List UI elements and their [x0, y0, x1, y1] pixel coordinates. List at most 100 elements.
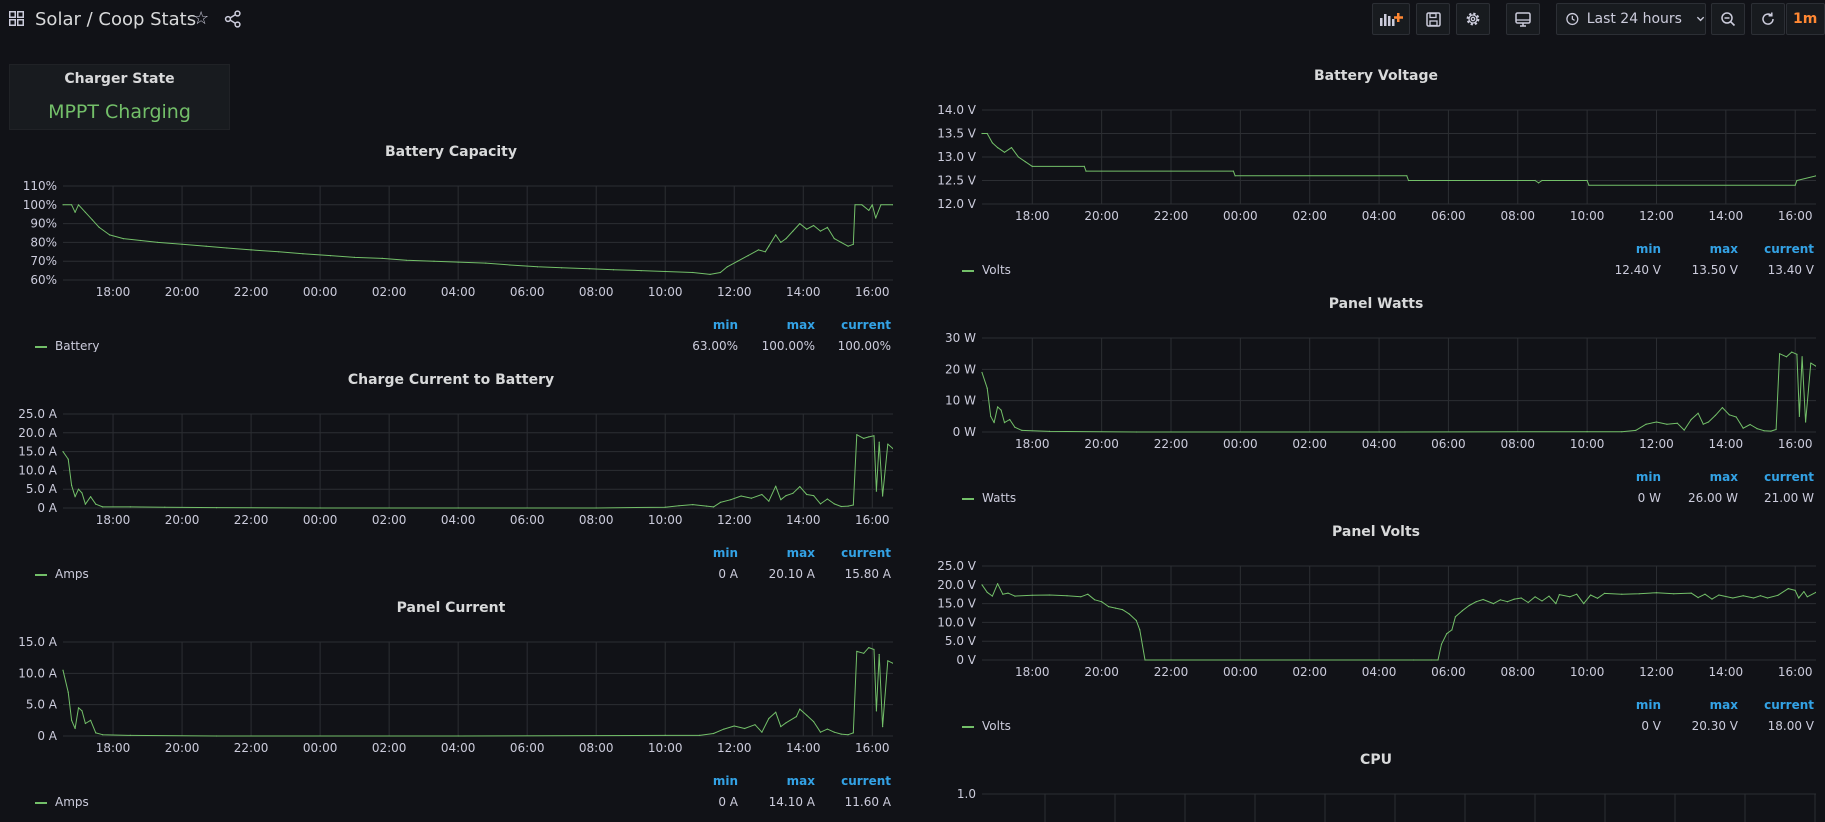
data-point	[692, 504, 694, 506]
refresh-button[interactable]	[1751, 3, 1785, 35]
data-point	[1087, 593, 1089, 595]
x-tick-label: 10:00	[1570, 665, 1605, 679]
series-line-watts	[981, 351, 1816, 433]
save-dashboard-button[interactable]	[1416, 3, 1450, 35]
panel-title[interactable]: Charge Current to Battery	[347, 372, 555, 388]
add-panel-button[interactable]	[1372, 3, 1410, 35]
legend-header-current[interactable]: current	[1764, 242, 1814, 256]
data-point	[678, 505, 680, 507]
legend-header-min[interactable]: min	[1635, 698, 1661, 712]
y-tick-label: 10.0 V	[937, 615, 977, 629]
legend-header-min[interactable]: min	[712, 774, 738, 788]
legend-header-max[interactable]: max	[1709, 470, 1738, 484]
x-tick-label: 02:00	[372, 741, 407, 755]
data-point	[485, 262, 487, 264]
data-point	[595, 507, 597, 509]
x-tick-label: 10:00	[648, 513, 683, 527]
panel-title[interactable]: Panel Current	[396, 600, 506, 616]
data-point	[785, 238, 787, 240]
legend-header-current[interactable]: current	[841, 546, 891, 560]
data-point	[181, 243, 183, 245]
data-point	[1690, 418, 1692, 421]
legend-item[interactable]: Battery	[35, 339, 99, 352]
data-point	[1766, 597, 1769, 599]
star-icon[interactable]: ☆	[193, 8, 210, 29]
legend-value-min: 0 A	[718, 795, 738, 808]
panel-title[interactable]: CPU	[1360, 752, 1392, 768]
legend-header-max[interactable]: max	[786, 774, 815, 788]
legend-header-max[interactable]: max	[1709, 698, 1738, 712]
data-point	[1506, 601, 1508, 603]
tv-mode-button[interactable]	[1506, 3, 1540, 35]
legend-item[interactable]: Volts	[962, 719, 1011, 732]
legend-header-max[interactable]: max	[786, 546, 815, 560]
panel-volts-panel[interactable]: Panel Volts 25.0 V 20.0 V 15.0 V 10.0 V 5.0 V…	[936, 524, 1816, 732]
dashboard-settings-button[interactable]	[1456, 3, 1490, 35]
panel-current-panel[interactable]: Panel Current 15.0 A 10.0 A 5.0 A 0 A 18:00 20…	[9, 600, 893, 808]
graph-canvas[interactable]: 15.0 A 10.0 A 5.0 A 0 A 18:00 20:00 22:00 00:00…	[9, 600, 893, 762]
legend-header-max[interactable]: max	[1709, 242, 1738, 256]
graph-canvas[interactable]: 110% 100% 90% 80% 70% 60% 18:00 20:00 22:00 00:00…	[9, 144, 893, 306]
data-point	[1021, 429, 1023, 431]
data-point	[1586, 431, 1588, 433]
data-point	[795, 716, 798, 718]
legend-item[interactable]: Watts	[962, 491, 1016, 504]
apps-grid-icon[interactable]	[9, 11, 24, 26]
legend-header-max[interactable]: max	[786, 318, 815, 332]
data-point	[1468, 604, 1470, 607]
charge-current-panel[interactable]: Charge Current to Battery 25.0 A 20.0 A 15.…	[9, 372, 893, 580]
legend-header-min[interactable]: min	[712, 318, 738, 332]
legend-value-max: 100.00%	[761, 339, 815, 352]
panel-title[interactable]: Battery Voltage	[1313, 68, 1439, 84]
chevron-down-icon	[1696, 16, 1705, 22]
legend-item[interactable]: Amps	[35, 567, 89, 580]
legend-header-current[interactable]: current	[841, 774, 891, 788]
graph-canvas[interactable]: 25.0 V 20.0 V 15.0 V 10.0 V 5.0 V 0 V 18:00 20:…	[936, 524, 1816, 686]
graph-canvas[interactable]: 30 W 20 W 10 W 0 W 18:00 20:00 22:00 00:00 02:00…	[936, 296, 1816, 458]
graph-canvas[interactable]: 25.0 A 20.0 A 15.0 A 10.0 A 5.0 A 0 A 18:00 20:…	[9, 372, 893, 534]
panel-watts-panel[interactable]: Panel Watts 30 W 20 W 10 W 0 W 18:00 20:00 22:0…	[936, 296, 1816, 504]
graph-canvas[interactable]: 1.0	[936, 752, 1816, 822]
data-point	[1735, 416, 1737, 418]
x-tick-label: 10:00	[1570, 437, 1605, 451]
data-point	[1775, 428, 1777, 431]
panel-title[interactable]: Panel Watts	[1328, 296, 1424, 312]
data-point	[1707, 421, 1710, 423]
legend-swatch	[962, 269, 974, 272]
panel-title[interactable]: Battery Capacity	[384, 144, 517, 160]
data-point	[819, 503, 822, 505]
data-point	[712, 506, 715, 508]
time-range-picker[interactable]: Last 24 hours	[1556, 3, 1706, 35]
data-point	[1749, 423, 1751, 426]
data-point	[1803, 591, 1805, 593]
legend-header-current[interactable]: current	[1764, 470, 1814, 484]
data-point	[878, 441, 880, 443]
data-point	[780, 499, 782, 501]
data-point	[986, 591, 988, 593]
legend-item[interactable]: Amps	[35, 795, 89, 808]
zoom-out-button[interactable]	[1711, 3, 1745, 35]
legend-header-min[interactable]: min	[1635, 470, 1661, 484]
legend-header-min[interactable]: min	[1635, 242, 1661, 256]
refresh-interval-picker[interactable]: 1m	[1786, 3, 1825, 35]
data-point	[1588, 184, 1590, 186]
data-point	[90, 719, 92, 721]
x-tick-label: 10:00	[648, 741, 683, 755]
data-point	[892, 448, 893, 450]
battery-capacity-panel[interactable]: Battery Capacity 110% 100% 90% 80% 70% 60% 18:0…	[9, 144, 893, 352]
data-point	[1753, 597, 1755, 599]
y-tick-label: 5.0 A	[26, 482, 58, 496]
data-point	[250, 249, 252, 251]
data-point	[1440, 643, 1443, 645]
cpu-panel[interactable]: CPU 1.0	[936, 752, 1816, 822]
legend-header-current[interactable]: current	[1764, 698, 1814, 712]
data-point	[792, 230, 794, 232]
graph-canvas[interactable]: 14.0 V 13.5 V 13.0 V 12.5 V 12.0 V 18:00 20:00…	[936, 68, 1816, 230]
legend-header-min[interactable]: min	[712, 546, 738, 560]
panel-title[interactable]: Panel Volts	[1332, 524, 1420, 540]
dashboard-title[interactable]: Solar / Coop Stats	[35, 9, 197, 30]
legend-header-current[interactable]: current	[841, 318, 891, 332]
legend-item[interactable]: Volts	[962, 263, 1011, 276]
share-icon[interactable]	[224, 10, 242, 28]
